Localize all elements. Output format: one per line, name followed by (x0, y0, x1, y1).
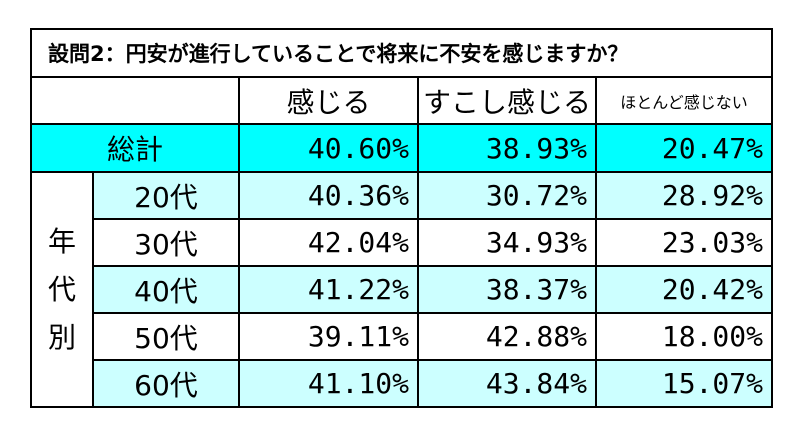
value-cell: 34.93% (417, 218, 597, 267)
row-label-age: 20代 (92, 171, 240, 220)
row-label-age: 50代 (92, 312, 240, 361)
value-cell: 30.72% (417, 171, 597, 220)
table-row-total: 総計 40.60% 38.93% 20.47% (30, 123, 773, 173)
row-label-age: 60代 (92, 359, 240, 408)
value-cell: 42.88% (417, 312, 597, 361)
value-cell: 43.84% (417, 359, 597, 408)
value-cell: 38.93% (417, 123, 597, 173)
value-cell: 20.42% (595, 265, 773, 314)
column-header-hardly-feel: ほとんど感じない (595, 76, 773, 125)
value-cell: 15.07% (595, 359, 773, 408)
table-row-30s: 30代 42.04% 34.93% 23.03% (31, 218, 773, 267)
table-row-60s: 60代 41.10% 43.84% 15.07% (31, 359, 773, 408)
value-cell: 41.10% (238, 359, 419, 408)
header-empty-cell (30, 76, 240, 125)
value-cell: 42.04% (238, 218, 419, 267)
value-cell: 18.00% (595, 312, 773, 361)
row-label-age: 30代 (92, 218, 240, 267)
value-cell: 38.37% (417, 265, 597, 314)
column-header-feel-slightly: すこし感じる (417, 76, 597, 125)
value-cell: 40.36% (238, 171, 419, 220)
question-title: 設問2：円安が進行していることで将来に不安を感じますか？ (30, 28, 773, 78)
table-row-40s: 40代 41.22% 38.37% 20.42% (31, 265, 773, 314)
group-label-by-age: 年代別 (30, 171, 94, 408)
value-cell: 40.60% (238, 123, 419, 173)
row-label-total: 総計 (30, 123, 240, 173)
value-cell: 41.22% (238, 265, 419, 314)
value-cell: 20.47% (595, 123, 773, 173)
table-row-50s: 50代 39.11% 42.88% 18.00% (31, 312, 773, 361)
column-header-feel: 感じる (238, 76, 419, 125)
value-cell: 39.11% (238, 312, 419, 361)
table-row-20s: 年代別 20代 40.36% 30.72% 28.92% (30, 171, 773, 408)
value-cell: 23.03% (595, 218, 773, 267)
value-cell: 28.92% (595, 171, 773, 220)
group-label-text: 年代別 (47, 224, 76, 354)
row-label-age: 40代 (92, 265, 240, 314)
survey-results-table: 設問2：円安が進行していることで将来に不安を感じますか？ 感じる すこし感じる … (30, 28, 773, 408)
